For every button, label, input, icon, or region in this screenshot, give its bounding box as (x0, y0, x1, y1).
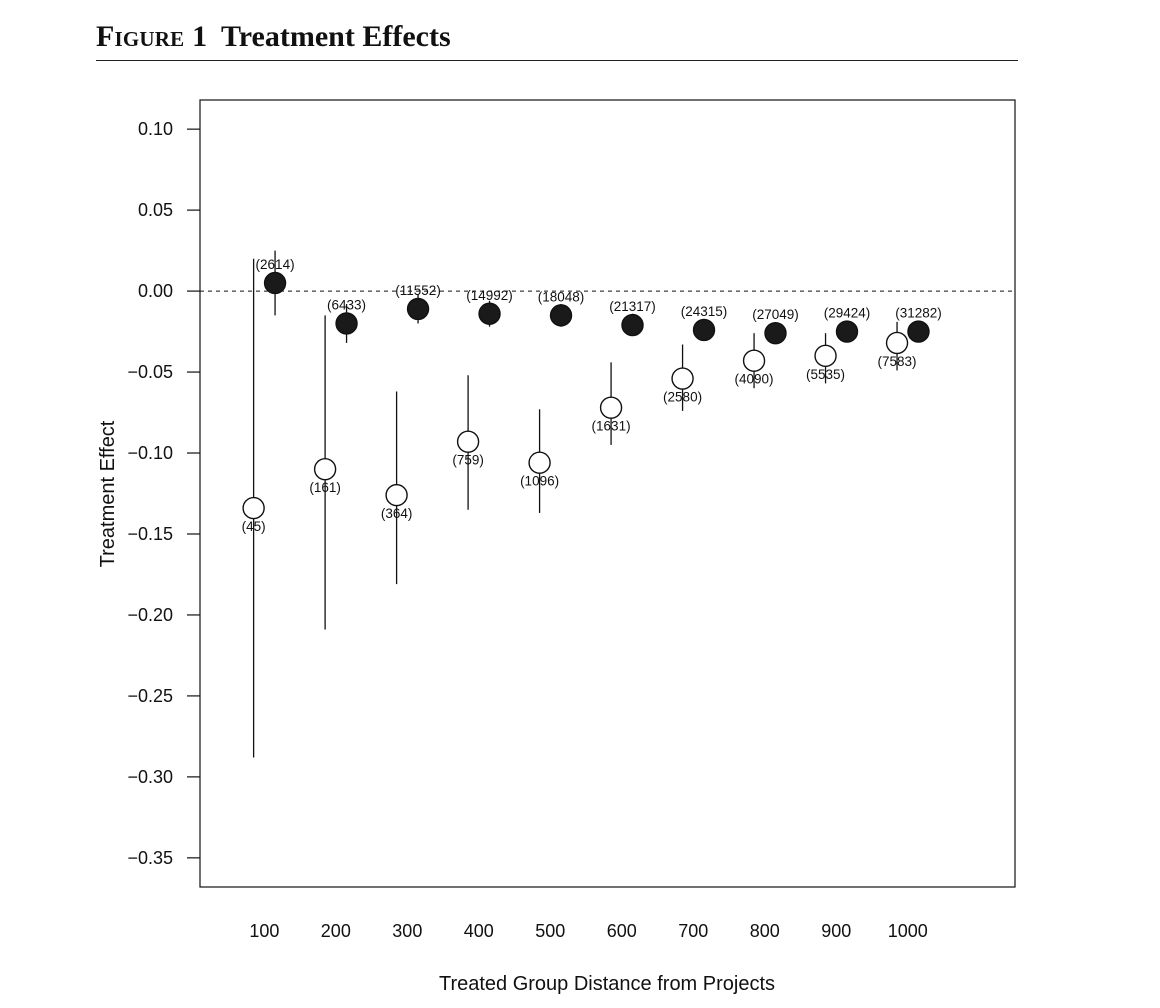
open-point-count-label: (7583) (878, 354, 917, 369)
filled-point-marker (692, 318, 716, 342)
filled-point-count-label: (27049) (752, 307, 799, 322)
filled-point-count-label: (14992) (466, 288, 513, 303)
figure-number: Figure 1 (96, 20, 208, 53)
filled-point-count-label: (31282) (895, 306, 942, 321)
open-point-marker (242, 496, 265, 520)
filled-point-count-label: (6433) (327, 297, 366, 312)
filled-point-count-label: (29424) (824, 306, 871, 321)
filled-point-marker (549, 304, 573, 327)
filled-point-marker (406, 297, 430, 321)
x-tick-label: 400 (464, 921, 494, 941)
x-axis-label: Treated Group Distance from Projects (439, 973, 775, 995)
y-tick-label: −0.10 (127, 443, 173, 463)
filled-point-marker (764, 321, 787, 345)
y-tick-label: −0.20 (127, 605, 173, 625)
y-tick-label: 0.05 (138, 200, 173, 220)
open-point-marker (313, 458, 337, 481)
x-tick-label: 300 (392, 921, 422, 941)
filled-point-marker (621, 313, 644, 337)
filled-point-marker (835, 320, 859, 343)
filled-point-marker (478, 302, 501, 325)
filled-point-count-label: (18048) (538, 289, 585, 304)
filled-point-count-label: (21317) (609, 299, 656, 314)
open-point-marker (671, 367, 694, 390)
x-tick-label: 500 (535, 921, 565, 941)
filled-point-count-label: (2614) (256, 257, 295, 272)
filled-point-marker (907, 320, 930, 343)
open-point-marker (528, 451, 551, 474)
open-point-count-label: (5535) (806, 367, 845, 382)
open-point-count-label: (1631) (592, 419, 631, 434)
figure-title: Treatment Effects (221, 20, 451, 53)
x-tick-label: 700 (678, 921, 708, 941)
filled-point-count-label: (11552) (395, 283, 441, 298)
y-tick-label: −0.15 (127, 524, 173, 544)
y-tick-label: −0.25 (127, 686, 173, 706)
filled-point-count-label: (24315) (681, 304, 728, 319)
plot-frame (199, 99, 1016, 888)
y-tick-label: −0.35 (127, 848, 173, 868)
open-point-count-label: (2580) (663, 390, 702, 405)
y-tick-label: −0.05 (127, 362, 173, 382)
open-point-count-label: (364) (381, 506, 413, 521)
x-tick-label: 900 (821, 921, 851, 941)
open-point-count-label: (45) (242, 519, 266, 534)
y-tick-label: −0.30 (127, 767, 173, 787)
x-tick-label: 800 (750, 921, 780, 941)
open-point-count-label: (759) (452, 453, 484, 468)
y-tick-label: 0.10 (138, 119, 173, 139)
x-tick-label: 600 (607, 921, 637, 941)
open-point-marker (385, 483, 408, 507)
filled-point-marker (263, 271, 287, 295)
open-point-marker (599, 396, 623, 419)
y-axis-label: Treatment Effect (97, 420, 119, 567)
open-point-marker (885, 331, 909, 355)
figure-header: Figure 1 Treatment Effects (96, 20, 1018, 61)
x-tick-label: 1000 (888, 921, 928, 941)
open-point-marker (742, 349, 766, 372)
open-point-count-label: (161) (309, 480, 341, 495)
x-tick-label: 100 (249, 921, 279, 941)
y-tick-label: 0.00 (138, 281, 173, 301)
open-point-marker (456, 430, 480, 453)
open-point-count-label: (4090) (735, 372, 774, 387)
filled-point-marker (335, 312, 358, 335)
x-tick-label: 200 (321, 921, 351, 941)
open-point-marker (814, 344, 837, 368)
open-point-count-label: (1096) (520, 474, 559, 489)
